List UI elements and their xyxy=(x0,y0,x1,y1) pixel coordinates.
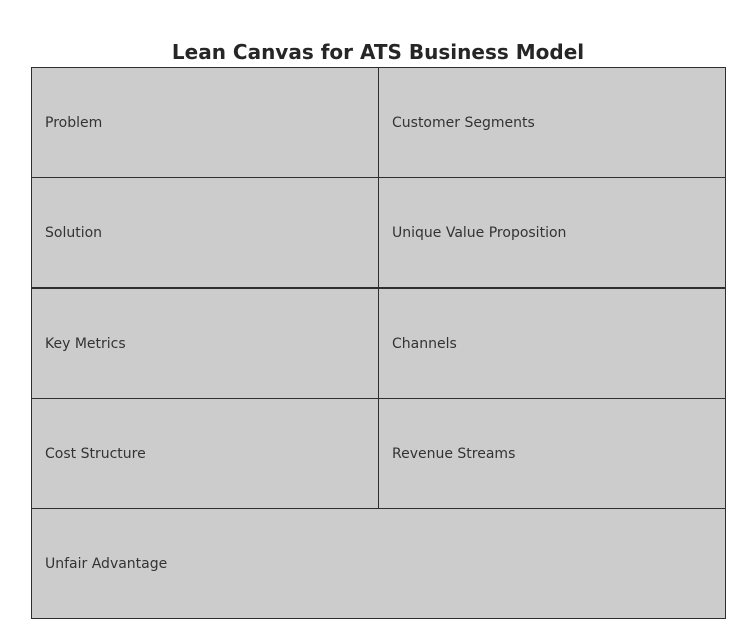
block-key-metrics-label: Key Metrics xyxy=(45,335,126,352)
block-problem-label: Problem xyxy=(45,114,103,131)
lean-canvas-grid: Problem Customer Segments Solution Uniqu… xyxy=(31,67,726,619)
block-unique-value-proposition: Unique Value Proposition xyxy=(378,177,726,288)
block-cost-structure: Cost Structure xyxy=(31,398,379,509)
block-customer-segments-label: Customer Segments xyxy=(392,114,535,131)
block-channels-label: Channels xyxy=(392,335,457,352)
block-key-metrics: Key Metrics xyxy=(31,288,379,399)
block-revenue-streams-label: Revenue Streams xyxy=(392,445,516,462)
block-customer-segments: Customer Segments xyxy=(378,67,726,178)
block-unfair-advantage-label: Unfair Advantage xyxy=(45,555,168,572)
block-solution: Solution xyxy=(31,177,379,288)
block-cost-structure-label: Cost Structure xyxy=(45,445,146,462)
block-solution-label: Solution xyxy=(45,224,103,241)
block-problem: Problem xyxy=(31,67,379,178)
canvas-title: Lean Canvas for ATS Business Model xyxy=(171,40,585,64)
block-revenue-streams: Revenue Streams xyxy=(378,398,726,509)
block-channels: Channels xyxy=(378,288,726,399)
block-unique-value-proposition-label: Unique Value Proposition xyxy=(392,224,567,241)
block-unfair-advantage: Unfair Advantage xyxy=(31,508,726,619)
